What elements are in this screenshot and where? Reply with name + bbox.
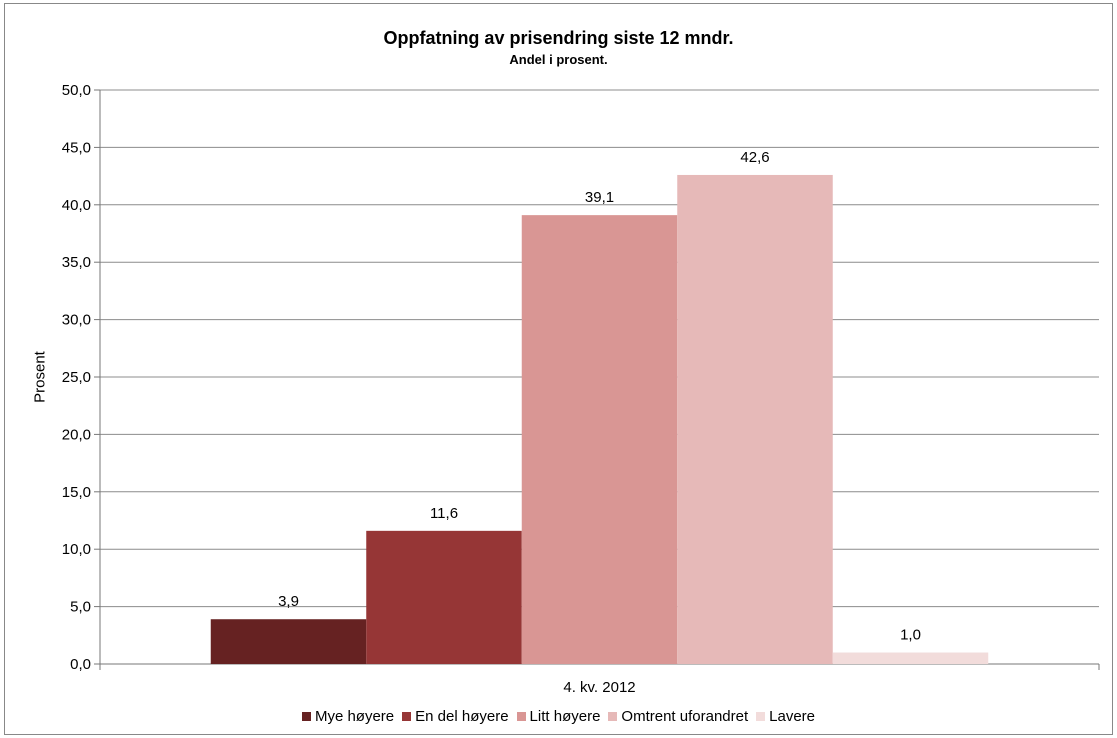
y-tick-label: 25,0: [62, 369, 91, 386]
legend-item: Litt høyere: [516, 708, 601, 725]
y-tick-label: 15,0: [62, 484, 91, 501]
legend-label: Lavere: [769, 708, 816, 725]
y-tick-label: 45,0: [62, 139, 91, 156]
legend-swatch: [756, 712, 766, 721]
legend-item: Lavere: [756, 708, 815, 725]
y-tick-label: 40,0: [62, 197, 91, 214]
bar: [832, 652, 989, 664]
legend-swatch: [516, 712, 526, 721]
data-label: 11,6: [430, 505, 458, 522]
bar: [210, 619, 367, 664]
legend-label: Omtrent uforandret: [621, 708, 749, 725]
legend-label: En del høyere: [415, 708, 509, 725]
y-tick-label: 10,0: [62, 541, 91, 558]
y-tick-label: 5,0: [70, 599, 91, 616]
chart-title: Oppfatning av prisendring siste 12 mndr.: [383, 28, 734, 48]
legend-label: Mye høyere: [314, 708, 395, 725]
legend-swatch: [301, 712, 311, 721]
legend-item: Mye høyere: [301, 708, 395, 725]
bar: [677, 174, 833, 664]
bar: [521, 215, 678, 664]
data-label: 39,1: [585, 189, 614, 206]
legend-item: Omtrent uforandret: [608, 708, 748, 725]
data-label: 1,0: [900, 627, 921, 644]
chart-subtitle: Andel i prosent.: [509, 52, 608, 67]
data-label: 42,6: [740, 149, 769, 166]
legend-item: En del høyere: [402, 708, 509, 725]
y-tick-label: 20,0: [62, 426, 91, 443]
legend-label: Litt høyere: [529, 708, 601, 725]
y-tick-label: 50,0: [62, 82, 91, 99]
legend: Mye høyere En del høyere Litt høyere Omtren…: [0, 708, 1117, 725]
x-tick-label: 4. kv. 2012: [563, 679, 635, 696]
y-tick-label: 0,0: [70, 656, 91, 673]
legend-swatch: [608, 712, 618, 721]
legend-swatch: [402, 712, 412, 721]
y-tick-label: 35,0: [62, 254, 91, 271]
bar: [366, 530, 522, 664]
data-label: 3,9: [278, 593, 299, 610]
y-tick-label: 30,0: [62, 312, 91, 329]
